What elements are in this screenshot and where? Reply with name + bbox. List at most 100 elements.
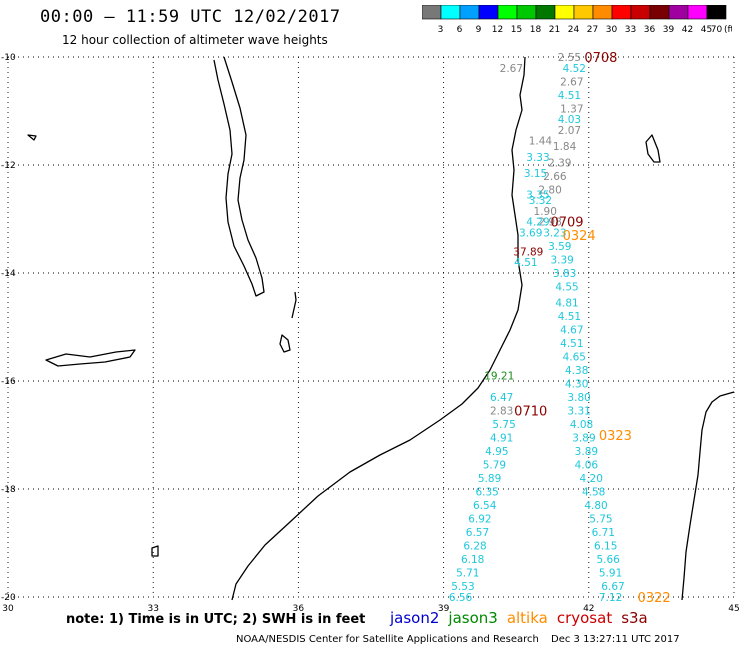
swh-reading: 4.03 bbox=[558, 114, 581, 126]
swh-reading: 4.51 bbox=[560, 338, 583, 350]
swh-reading: 5.53 bbox=[451, 581, 474, 593]
swh-reading: 2.67 bbox=[560, 76, 583, 88]
footer-credit: NOAA/NESDIS Center for Satellite Applica… bbox=[236, 634, 539, 645]
swh-reading: 4.51 bbox=[514, 257, 537, 269]
swh-reading: 4.81 bbox=[555, 298, 578, 310]
swh-reading: 2.66 bbox=[543, 171, 567, 183]
colorbar-tick-label: 18 bbox=[530, 25, 542, 35]
swh-reading: 3.89 bbox=[572, 433, 595, 445]
swh-reading: 4.51 bbox=[558, 90, 581, 102]
colorbar-tick-label: 36 bbox=[644, 25, 656, 35]
altimeter-map: 30 33 36 39 42 45-10-12-14-16-18-20 2.552.672… bbox=[1, 51, 740, 612]
pass-id-label: 0710 bbox=[514, 405, 547, 420]
swh-reading: 1.84 bbox=[553, 141, 577, 153]
lon-tick-label: 33 bbox=[147, 604, 158, 612]
swh-reading: 1.37 bbox=[560, 103, 583, 115]
swh-reading: 1.90 bbox=[534, 206, 557, 218]
colorbar-tick-label: 33 bbox=[625, 25, 636, 35]
swh-reading: 3.35 bbox=[526, 190, 549, 202]
mission-jason3: jason3 bbox=[448, 609, 498, 627]
colorbar-swatch bbox=[706, 5, 727, 20]
swh-reading: 2.39 bbox=[548, 157, 571, 169]
swh-reading: 4.55 bbox=[555, 282, 578, 294]
colorbar-tick-label: 9 bbox=[476, 25, 482, 35]
lon-tick-label: 45 bbox=[728, 604, 739, 612]
pass-id-label: 0708 bbox=[584, 51, 617, 66]
swh-reading: 4.65 bbox=[563, 352, 586, 364]
colorbar-tick-label: 39 bbox=[663, 25, 675, 35]
colorbar-tick-label: 30 bbox=[606, 25, 618, 35]
swh-reading: 3.39 bbox=[550, 255, 573, 267]
legend-note: note: 1) Time is in UTC; 2) SWH is in fe… bbox=[66, 612, 366, 627]
pass-id-label: 0323 bbox=[599, 429, 632, 444]
swh-reading: 3.83 bbox=[553, 268, 576, 280]
swh-reading: 6.28 bbox=[463, 541, 486, 553]
lat-tick-label: -20 bbox=[1, 593, 16, 603]
swh-reading: 2.55 bbox=[558, 52, 581, 64]
mission-altika: altika bbox=[506, 609, 548, 627]
lon-tick-label: 39 bbox=[438, 604, 450, 612]
swh-reading: 4.52 bbox=[563, 63, 586, 75]
swh-reading: 6.71 bbox=[592, 527, 615, 539]
swh-reading: 4.51 bbox=[558, 311, 581, 323]
coastline bbox=[27, 56, 735, 601]
swh-reading: 4.95 bbox=[485, 446, 508, 458]
swh-reading: 6.54 bbox=[473, 500, 497, 512]
comoros-island bbox=[645, 134, 661, 163]
swh-reading: 37.89 bbox=[513, 246, 543, 258]
swh-reading: 3.80 bbox=[567, 392, 590, 404]
swh-reading: 3.33 bbox=[526, 152, 549, 164]
swh-reading: 4.30 bbox=[565, 379, 588, 391]
swh-reading: 4.38 bbox=[565, 365, 588, 377]
swh-reading: 3.59 bbox=[548, 241, 571, 253]
colorbar-unit-label: (ft) bbox=[724, 25, 732, 35]
colorbar-tick-label: 6 bbox=[457, 25, 463, 35]
swh-reading: 4.91 bbox=[490, 433, 513, 445]
small-lake-west bbox=[151, 545, 159, 557]
swh-reading: 6.18 bbox=[461, 554, 484, 566]
swh-reading: 6.15 bbox=[594, 541, 617, 553]
swh-reading: 2.07 bbox=[558, 125, 581, 137]
swh-reading: 2.80 bbox=[538, 184, 561, 196]
colorbar-tick-label: 15 bbox=[511, 25, 522, 35]
swh-reading: 3.69 bbox=[519, 228, 542, 240]
lake-malawi bbox=[213, 56, 265, 297]
swh-reading: 4.29 bbox=[526, 217, 549, 229]
lat-tick-label: -14 bbox=[1, 269, 16, 279]
swh-reading: 5.75 bbox=[492, 419, 515, 431]
swh-reading: 6.67 bbox=[601, 581, 624, 593]
swh-reading: 5.66 bbox=[596, 554, 620, 566]
lat-tick-label: -16 bbox=[1, 377, 16, 387]
axis-tick-labels: 30 33 36 39 42 45 -10 -12 -14 -16 -18 -20 bbox=[1, 53, 740, 612]
swh-reading: 4.06 bbox=[575, 460, 599, 472]
pass-id-label: 0322 bbox=[638, 591, 671, 606]
swh-reading: 5.79 bbox=[483, 460, 506, 472]
lake-kyoga-chilwa bbox=[279, 334, 291, 353]
swh-reading: 4.20 bbox=[580, 473, 603, 485]
lat-lon-grid bbox=[7, 56, 735, 598]
swh-reading: 1.44 bbox=[529, 136, 553, 148]
swh-reading: 6.92 bbox=[468, 514, 491, 526]
lake-kariba bbox=[45, 349, 136, 367]
pass-id-label: 0324 bbox=[563, 229, 596, 244]
swh-reading: 5.91 bbox=[599, 568, 622, 580]
mission-s3a: s3a bbox=[621, 609, 648, 627]
colorbar-tick-label: 45 bbox=[701, 25, 712, 35]
colorbar-tick-label: 27 bbox=[587, 25, 598, 35]
swh-reading: 5.75 bbox=[589, 514, 612, 526]
african-mainland-coast bbox=[231, 56, 526, 601]
mission-cryosat: cryosat bbox=[556, 609, 613, 627]
lon-tick-label: 42 bbox=[583, 604, 594, 612]
swh-reading: 7.12 bbox=[599, 592, 622, 604]
swh-reading: 2.98 bbox=[538, 217, 561, 229]
colorbar-tick-label: 21 bbox=[549, 25, 560, 35]
swh-reading: 6.47 bbox=[490, 392, 513, 404]
mission-jason2: jason2 bbox=[390, 609, 440, 627]
colorbar-tick-label: 12 bbox=[492, 25, 503, 35]
swh-reading: 3.23 bbox=[543, 228, 566, 240]
swh-reading: 6.56 bbox=[449, 592, 473, 604]
colorbar-tick-label: 24 bbox=[568, 25, 580, 35]
swh-reading: 5.71 bbox=[456, 568, 479, 580]
